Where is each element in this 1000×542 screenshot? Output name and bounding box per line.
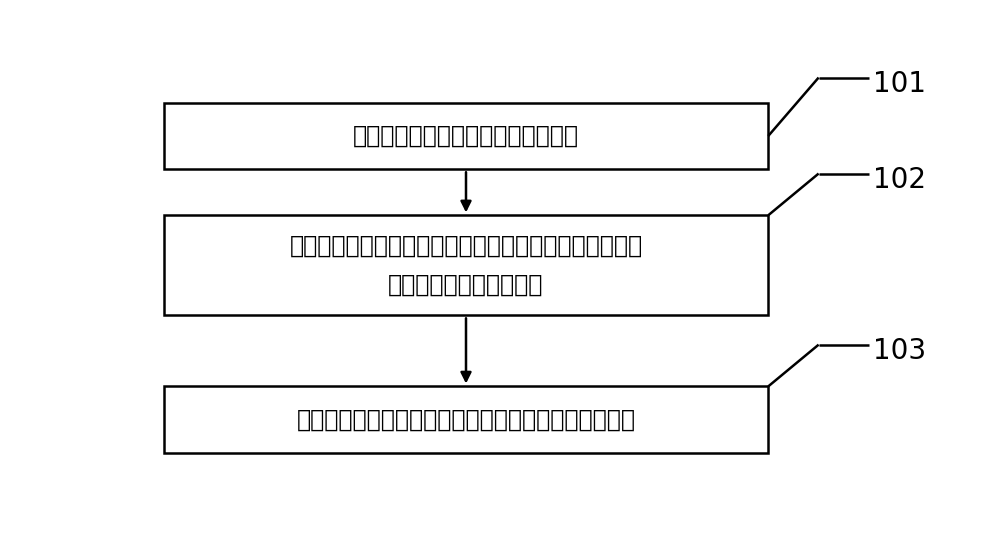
Bar (164, 102, 768, 169)
Text: 在熄屏状态下将确定后的目标对象在显示屏上进行显示: 在熄屏状态下将确定后的目标对象在显示屏上进行显示 (296, 408, 636, 432)
Text: 获取当前周期内目标区域的气象信息: 获取当前周期内目标区域的气象信息 (353, 124, 579, 148)
Text: 101: 101 (873, 70, 926, 98)
Text: 根据气象信息确定对应的待显示信息，并根据待显示信息
确定目标对象的显示属性: 根据气象信息确定对应的待显示信息，并根据待显示信息 确定目标对象的显示属性 (289, 234, 643, 297)
Text: 102: 102 (873, 166, 926, 194)
Text: 103: 103 (873, 337, 926, 365)
Bar (164, 215, 768, 315)
Bar (164, 386, 768, 453)
